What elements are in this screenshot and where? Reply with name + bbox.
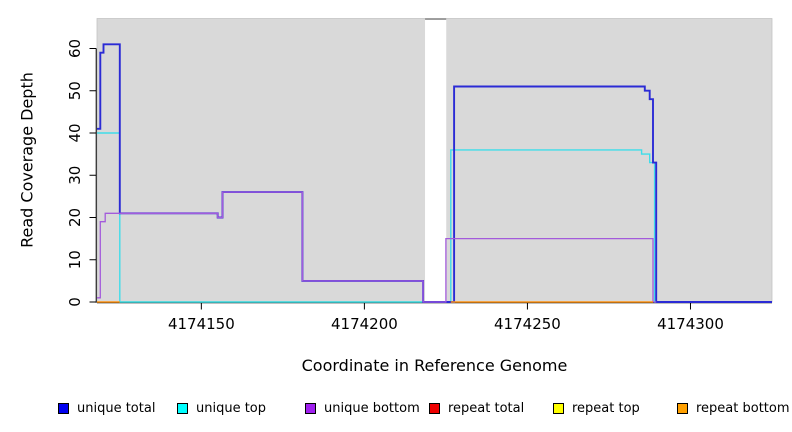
legend-swatch-icon [553, 402, 564, 414]
legend-item-unique-top: unique top [177, 398, 266, 418]
y-tick-label: 60 [66, 39, 84, 58]
legend-item-unique-total: unique total [58, 398, 155, 418]
legend-label: repeat bottom [696, 400, 790, 416]
legend-swatch-icon [305, 402, 316, 414]
y-tick-label: 30 [66, 166, 84, 185]
y-tick-label: 10 [66, 250, 84, 269]
legend-label: unique bottom [324, 400, 420, 416]
legend-swatch-icon [177, 402, 188, 414]
y-axis-label: Read Coverage Depth [17, 72, 37, 248]
legend-label: repeat top [572, 400, 640, 416]
series-unique-bottom [97, 191, 657, 303]
coverage-gap-band [425, 18, 447, 302]
y-tick-label: 40 [66, 123, 84, 142]
legend-label: unique top [196, 400, 267, 416]
y-tick-label: 20 [66, 208, 84, 227]
legend-swatch-icon [58, 402, 69, 414]
x-tick-label: 4174250 [494, 315, 561, 333]
legend-item-repeat-bottom: repeat bottom [677, 398, 790, 418]
legend-item-unique-bottom: unique bottom [305, 398, 420, 418]
x-tick-label: 4174300 [657, 315, 724, 333]
legend-item-repeat-total: repeat total [429, 398, 524, 418]
legend-swatch-icon [677, 402, 688, 414]
legend-swatch-icon [429, 402, 440, 414]
y-tick-label: 50 [66, 81, 84, 100]
legend-label: repeat total [448, 400, 525, 416]
legend-label: unique total [77, 400, 156, 416]
legend: unique total unique top unique bottom repea… [0, 398, 792, 420]
x-axis-label: Coordinate in Reference Genome [301, 356, 568, 375]
legend-item-repeat-top: repeat top [553, 398, 640, 418]
y-tick-label: 0 [66, 297, 84, 307]
x-tick-label: 4174200 [331, 315, 398, 333]
x-tick-label: 4174150 [168, 315, 235, 333]
series-unique-top [97, 132, 657, 303]
